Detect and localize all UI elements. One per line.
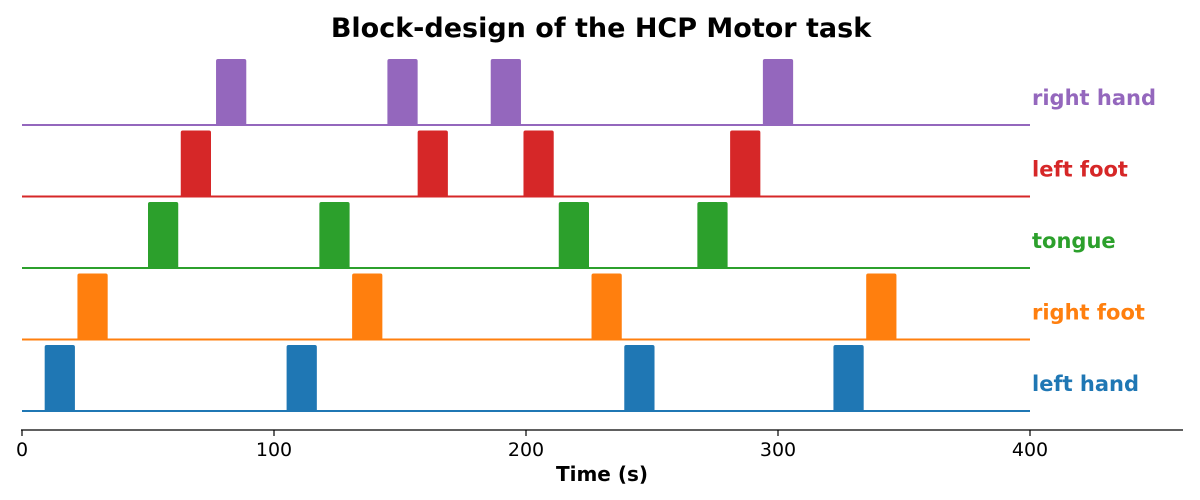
block-right-hand bbox=[216, 59, 247, 125]
block-tongue bbox=[148, 202, 179, 268]
x-ticks: 0 100 200 300 400 bbox=[16, 430, 1048, 461]
x-tick-label: 200 bbox=[508, 439, 544, 461]
block-left-hand bbox=[286, 345, 317, 411]
block-left-hand bbox=[44, 345, 75, 411]
block-right-hand bbox=[387, 59, 418, 125]
series-left-hand: left hand bbox=[22, 345, 1139, 412]
x-tick-label: 100 bbox=[256, 439, 292, 461]
series-label-tongue: tongue bbox=[1032, 229, 1116, 253]
series-rows: left hand right foot tongue left foot right … bbox=[22, 59, 1156, 412]
block-tongue bbox=[319, 202, 350, 268]
series-right-hand: right hand bbox=[22, 59, 1156, 126]
block-right-foot bbox=[591, 273, 622, 340]
x-tick-label: 400 bbox=[1012, 439, 1048, 461]
block-right-foot bbox=[866, 273, 897, 340]
block-left-hand bbox=[833, 345, 864, 411]
block-left-foot bbox=[180, 130, 211, 197]
series-right-foot: right foot bbox=[22, 273, 1145, 341]
x-axis-label: Time (s) bbox=[556, 462, 648, 486]
block-left-foot bbox=[730, 130, 761, 197]
block-left-hand bbox=[624, 345, 655, 411]
block-left-foot bbox=[417, 130, 448, 197]
block-tongue bbox=[558, 202, 589, 268]
x-tick-label: 300 bbox=[760, 439, 796, 461]
chart-title: Block-design of the HCP Motor task bbox=[331, 13, 872, 44]
block-right-hand bbox=[762, 59, 794, 125]
block-right-foot bbox=[352, 273, 383, 340]
block-right-hand bbox=[490, 59, 521, 125]
x-tick-label: 0 bbox=[16, 439, 28, 461]
x-axis: 0 100 200 300 400 bbox=[16, 429, 1183, 461]
series-label-right-foot: right foot bbox=[1032, 301, 1145, 325]
block-right-foot bbox=[77, 273, 108, 340]
block-tongue bbox=[697, 202, 728, 268]
series-tongue: tongue bbox=[22, 202, 1116, 269]
series-label-left-foot: left foot bbox=[1032, 158, 1128, 182]
series-label-left-hand: left hand bbox=[1032, 372, 1139, 396]
series-label-right-hand: right hand bbox=[1032, 86, 1156, 110]
block-left-foot bbox=[523, 130, 554, 197]
series-left-foot: left foot bbox=[22, 130, 1128, 198]
